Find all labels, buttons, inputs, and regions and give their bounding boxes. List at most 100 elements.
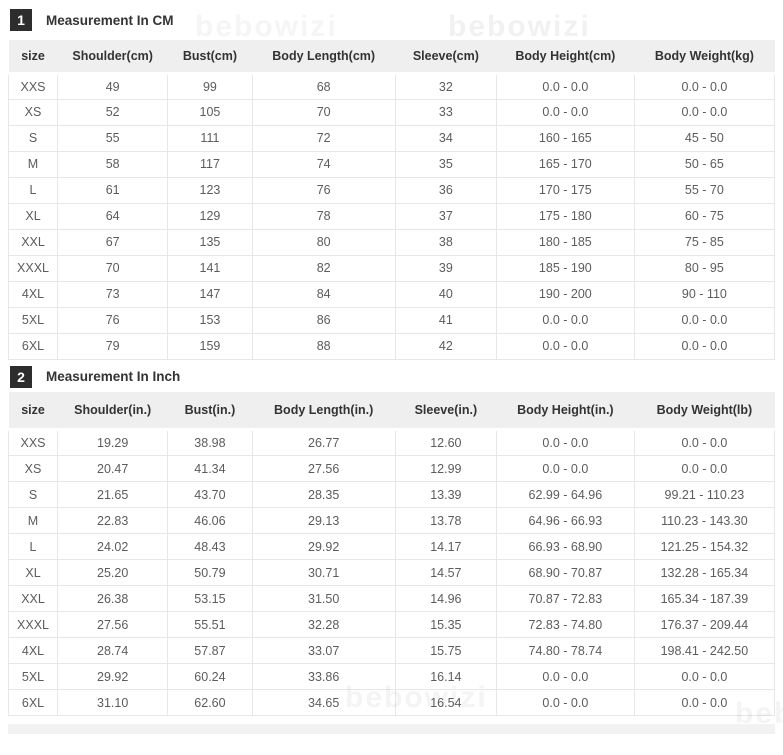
- size-cell: 6XL: [7, 332, 59, 360]
- value-cell: 135: [167, 228, 253, 256]
- value-cell: 121.25 - 154.32: [633, 533, 776, 560]
- value-cell: 60 - 75: [633, 202, 776, 230]
- value-cell: 46.06: [167, 507, 253, 534]
- value-cell: 0.0 - 0.0: [633, 455, 776, 482]
- value-cell: 73: [57, 280, 169, 308]
- value-cell: 99: [167, 72, 253, 100]
- size-cell: S: [7, 124, 59, 152]
- value-cell: 0.0 - 0.0: [495, 429, 635, 456]
- column-header: size: [8, 40, 58, 75]
- value-cell: 13.78: [394, 507, 497, 534]
- value-cell: 61: [57, 176, 169, 204]
- value-cell: 36: [394, 176, 497, 204]
- value-cell: 84: [251, 280, 396, 308]
- table-row: 6XL 79 159 88 42 0.0 - 0.0 0.0 - 0.0: [7, 332, 776, 360]
- column-header: Bust(in.): [167, 391, 253, 431]
- value-cell: 90 - 110: [633, 280, 776, 308]
- value-cell: 16.54: [394, 689, 497, 716]
- column-header: Shoulder(in.): [57, 391, 168, 431]
- table-row: XXL 26.38 53.15 31.50 14.96 70.87 - 72.83 165.…: [7, 585, 776, 612]
- size-cell: 4XL: [7, 637, 59, 664]
- value-cell: 0.0 - 0.0: [495, 332, 635, 360]
- value-cell: 24.02: [57, 533, 169, 560]
- value-cell: 38.98: [167, 429, 253, 456]
- table-row: M 58 117 74 35 165 - 170 50 - 65: [7, 150, 776, 178]
- size-cell: XS: [7, 98, 59, 126]
- value-cell: 99.21 - 110.23: [633, 481, 776, 508]
- value-cell: 78: [251, 202, 396, 230]
- value-cell: 29.92: [57, 663, 169, 690]
- size-cell: XS: [7, 455, 59, 482]
- size-table-inch: size Shoulder(in.) Bust(in.) Body Length(in…: [7, 391, 776, 716]
- table-row: XXS 19.29 38.98 26.77 12.60 0.0 - 0.0 0.0 - 0.…: [7, 429, 776, 456]
- column-header: Body Height(in.): [496, 391, 635, 431]
- value-cell: 175 - 180: [495, 202, 635, 230]
- value-cell: 79: [57, 332, 169, 360]
- value-cell: 0.0 - 0.0: [633, 429, 776, 456]
- value-cell: 30.71: [251, 559, 396, 586]
- table-row: XXXL 70 141 82 39 185 - 190 80 - 95: [7, 254, 776, 282]
- value-cell: 0.0 - 0.0: [633, 306, 776, 334]
- value-cell: 58: [57, 150, 169, 178]
- value-cell: 72.83 - 74.80: [495, 611, 635, 638]
- value-cell: 31.10: [57, 689, 169, 716]
- value-cell: 32.28: [251, 611, 396, 638]
- table-row: 4XL 73 147 84 40 190 - 200 90 - 110: [7, 280, 776, 308]
- table-row: 5XL 76 153 86 41 0.0 - 0.0 0.0 - 0.0: [7, 306, 776, 334]
- value-cell: 49: [57, 72, 169, 100]
- value-cell: 25.20: [57, 559, 169, 586]
- value-cell: 165.34 - 187.39: [633, 585, 776, 612]
- value-cell: 34: [394, 124, 497, 152]
- value-cell: 29.92: [251, 533, 396, 560]
- value-cell: 141: [167, 254, 253, 282]
- value-cell: 0.0 - 0.0: [495, 306, 635, 334]
- value-cell: 21.65: [57, 481, 169, 508]
- size-cell: 4XL: [7, 280, 59, 308]
- value-cell: 31.50: [251, 585, 396, 612]
- value-cell: 123: [167, 176, 253, 204]
- value-cell: 198.41 - 242.50: [633, 637, 776, 664]
- value-cell: 88: [251, 332, 396, 360]
- section-header-inch: 2 Measurement In Inch: [0, 365, 783, 388]
- value-cell: 74: [251, 150, 396, 178]
- value-cell: 70: [57, 254, 169, 282]
- value-cell: 55: [57, 124, 169, 152]
- value-cell: 41: [394, 306, 497, 334]
- next-section-partial-header: [8, 724, 775, 734]
- section-measurement-cm: 1 Measurement In CM size Shoulder(cm) Bust…: [0, 9, 783, 360]
- value-cell: 176.37 - 209.44: [633, 611, 776, 638]
- value-cell: 0.0 - 0.0: [495, 455, 635, 482]
- column-header: Sleeve(in.): [395, 391, 497, 431]
- value-cell: 70.87 - 72.83: [495, 585, 635, 612]
- value-cell: 28.35: [251, 481, 396, 508]
- size-cell: XXS: [7, 72, 59, 100]
- value-cell: 35: [394, 150, 497, 178]
- value-cell: 0.0 - 0.0: [495, 72, 635, 100]
- table-row: XS 20.47 41.34 27.56 12.99 0.0 - 0.0 0.0 - 0.0: [7, 455, 776, 482]
- value-cell: 37: [394, 202, 497, 230]
- table-row: XXXL 27.56 55.51 32.28 15.35 72.83 - 74.80 176…: [7, 611, 776, 638]
- table-row: 5XL 29.92 60.24 33.86 16.14 0.0 - 0.0 0.0 - 0.…: [7, 663, 776, 690]
- value-cell: 75 - 85: [633, 228, 776, 256]
- section-title-cm: Measurement In CM: [46, 12, 174, 28]
- size-cell: L: [7, 176, 59, 204]
- value-cell: 153: [167, 306, 253, 334]
- value-cell: 55 - 70: [633, 176, 776, 204]
- value-cell: 74.80 - 78.74: [495, 637, 635, 664]
- header-row: size Shoulder(cm) Bust(cm) Body Length(cm) S…: [8, 40, 775, 75]
- value-cell: 0.0 - 0.0: [633, 98, 776, 126]
- value-cell: 15.75: [394, 637, 497, 664]
- value-cell: 68.90 - 70.87: [495, 559, 635, 586]
- value-cell: 50 - 65: [633, 150, 776, 178]
- value-cell: 53.15: [167, 585, 253, 612]
- table-row: XL 25.20 50.79 30.71 14.57 68.90 - 70.87 132.2…: [7, 559, 776, 586]
- value-cell: 13.39: [394, 481, 497, 508]
- value-cell: 29.13: [251, 507, 396, 534]
- value-cell: 45 - 50: [633, 124, 776, 152]
- value-cell: 26.38: [57, 585, 169, 612]
- value-cell: 0.0 - 0.0: [633, 72, 776, 100]
- table-row: XXS 49 99 68 32 0.0 - 0.0 0.0 - 0.0: [7, 72, 776, 100]
- value-cell: 110.23 - 143.30: [633, 507, 776, 534]
- size-cell: XXS: [7, 429, 59, 456]
- value-cell: 60.24: [167, 663, 253, 690]
